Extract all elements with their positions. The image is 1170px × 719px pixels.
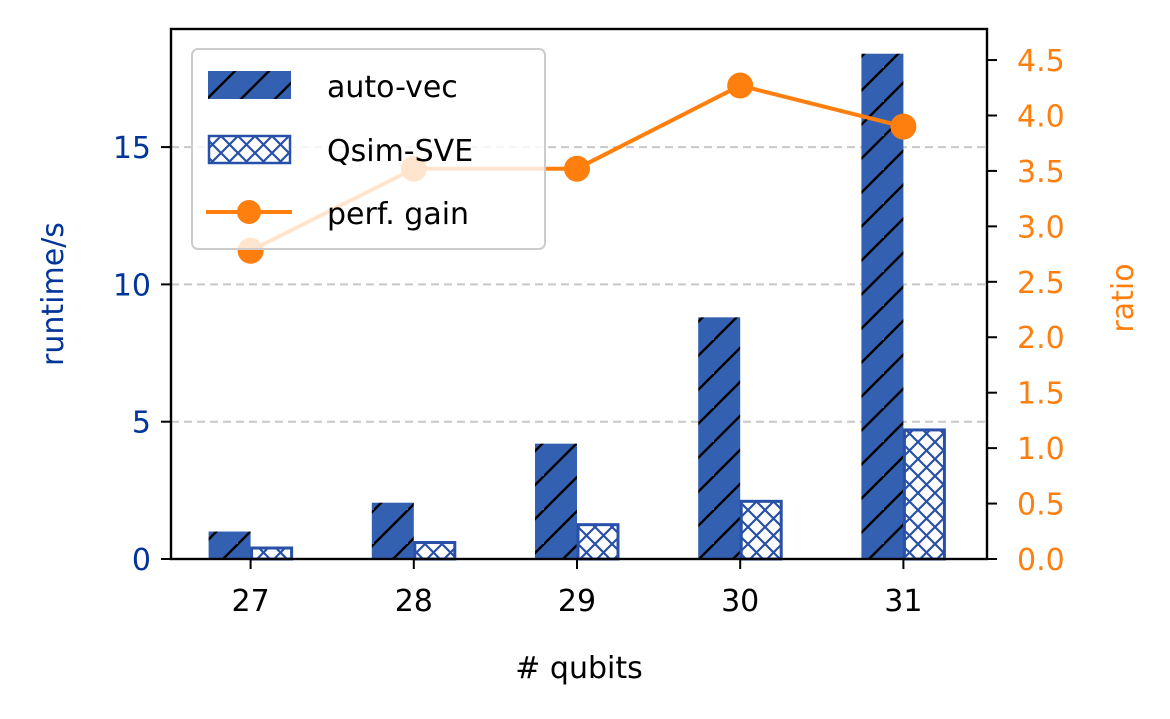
legend-swatch-marker: [237, 200, 261, 224]
legend-swatch-auto-vec: [208, 71, 291, 99]
bar-auto-vec: [861, 53, 904, 559]
y2-tick-label: 1.0: [1017, 432, 1065, 467]
x-axis-ticks: 27 28 29 30 31: [232, 559, 922, 619]
y2-tick-label: 2.0: [1017, 321, 1065, 356]
gain-point: [564, 155, 590, 182]
y2-tick-label: 2.5: [1017, 266, 1065, 301]
x-tick-label: 28: [395, 584, 433, 619]
bar-auto-vec: [698, 317, 741, 559]
legend-label-perf-gain: perf. gain: [327, 197, 469, 232]
bar-qsim-sve: [739, 499, 783, 561]
bar-qsim-sve: [902, 428, 946, 561]
x-tick-label: 30: [721, 584, 759, 619]
bar-qsim-sve: [413, 541, 457, 561]
y-tick-label: 10: [113, 268, 151, 303]
right-axis-ticks: 0.0 0.5 1.0 1.5 2.0 2.5 3.0 3.5 4.0 4.5: [987, 44, 1065, 578]
gain-point: [727, 72, 754, 99]
y2-tick-label: 3.0: [1017, 210, 1065, 245]
bars-layer: [208, 53, 946, 561]
bar-auto-vec: [535, 443, 577, 559]
right-axis-label: ratio: [1106, 263, 1141, 332]
y-tick-label: 5: [132, 406, 151, 441]
x-tick-label: 31: [884, 584, 922, 619]
y2-tick-label: 4.5: [1017, 44, 1065, 79]
plot-frame: [169, 27, 989, 561]
x-tick-label: 29: [558, 584, 596, 619]
gain-point: [890, 113, 917, 140]
legend-label-qsim-sve: Qsim-SVE: [327, 134, 473, 169]
y2-tick-label: 3.5: [1017, 155, 1065, 190]
left-axis-label: runtime/s: [36, 222, 71, 366]
legend-label-auto-vec: auto-vec: [327, 70, 458, 105]
bar-auto-vec: [371, 502, 414, 559]
x-axis-label: # qubits: [515, 651, 643, 686]
y2-tick-label: 1.5: [1017, 377, 1065, 412]
x-tick-label: 27: [232, 584, 270, 619]
left-axis-ticks: 0 5 10 15: [113, 131, 171, 578]
bar-qsim-sve: [250, 546, 294, 561]
bar-auto-vec: [208, 531, 251, 559]
y2-tick-label: 0.5: [1017, 488, 1065, 523]
y2-tick-label: 0.0: [1017, 543, 1065, 578]
y-tick-label: 15: [113, 131, 151, 166]
y2-tick-label: 4.0: [1017, 99, 1065, 134]
bar-qsim-sve: [576, 523, 620, 561]
legend: auto-vec Qsim-SVE perf. gain: [191, 48, 546, 250]
legend-swatch-qsim-sve: [207, 134, 292, 165]
y-tick-label: 0: [132, 543, 151, 578]
